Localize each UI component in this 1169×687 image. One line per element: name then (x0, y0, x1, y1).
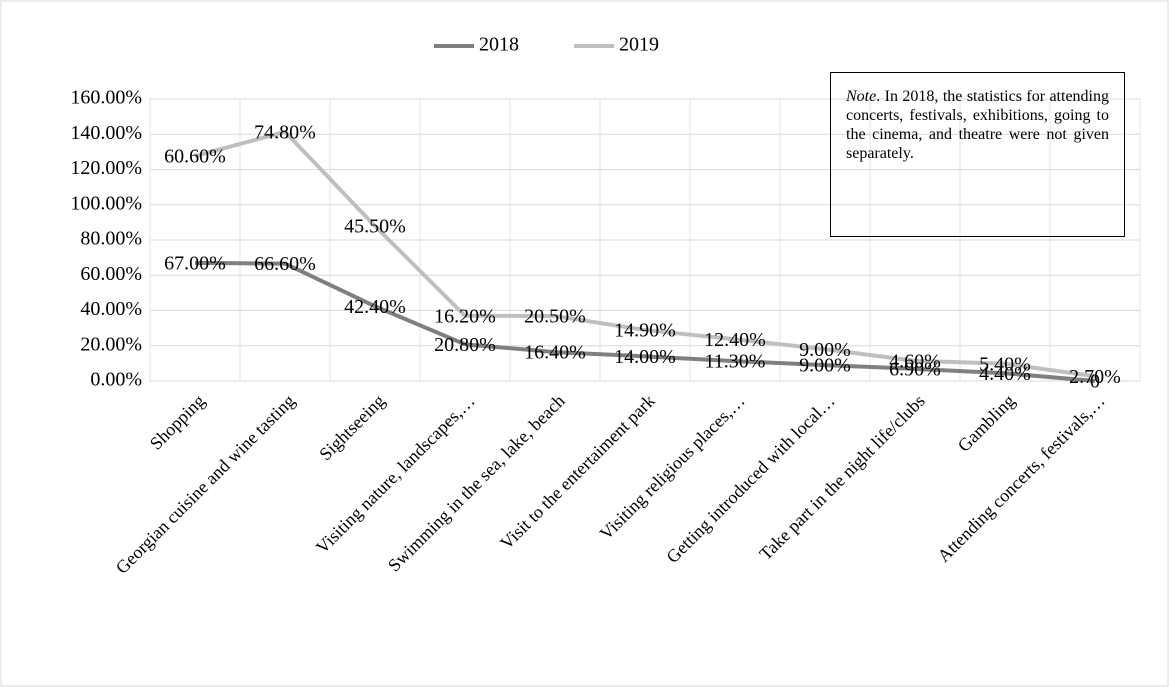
y-tick-label: 20.00% (80, 333, 142, 355)
data-label: 11.30% (705, 351, 766, 373)
series-line (194, 260, 1096, 383)
y-tick-label: 140.00% (70, 122, 142, 144)
y-tick-label: 100.00% (70, 192, 142, 214)
legend-label: 2018 (479, 34, 519, 56)
data-label: 20.80% (434, 334, 496, 356)
note-text: . In 2018, the statistics for attending … (846, 88, 1109, 162)
data-label: 67.00% (164, 253, 226, 275)
series-line (194, 129, 1096, 379)
data-label: 12.40% (704, 329, 766, 351)
y-tick-label: 40.00% (80, 298, 142, 320)
data-label: 42.40% (344, 296, 406, 318)
data-label: 9.00% (799, 339, 851, 361)
y-tick-label: 60.00% (80, 263, 142, 285)
y-tick-label: 160.00% (70, 87, 142, 109)
data-label: 16.40% (524, 342, 586, 364)
data-label: 4.60% (889, 350, 941, 372)
data-label: 0 (1090, 371, 1100, 393)
data-label: 2.70% (1069, 366, 1121, 388)
data-label: 16.20% (434, 305, 496, 327)
data-label: 20.50% (524, 306, 586, 328)
data-label: 66.60% (254, 253, 316, 275)
data-label: 5.40% (979, 353, 1031, 375)
note-box: Note. In 2018, the statistics for attend… (830, 72, 1125, 237)
data-label: 74.80% (254, 121, 316, 143)
data-label: 45.50% (344, 216, 406, 238)
y-tick-label: 80.00% (80, 228, 142, 250)
data-label: 14.00% (614, 346, 676, 368)
data-label: 14.90% (614, 320, 676, 342)
legend-label: 2019 (619, 34, 659, 56)
y-tick-label: 120.00% (70, 157, 142, 179)
data-label: 9.00% (799, 355, 851, 377)
data-label: 60.60% (164, 146, 226, 168)
y-tick-label: 0.00% (90, 369, 142, 391)
data-label: 6.90% (889, 358, 941, 380)
note-label: Note (846, 88, 877, 105)
data-label: 4.40% (979, 363, 1031, 385)
